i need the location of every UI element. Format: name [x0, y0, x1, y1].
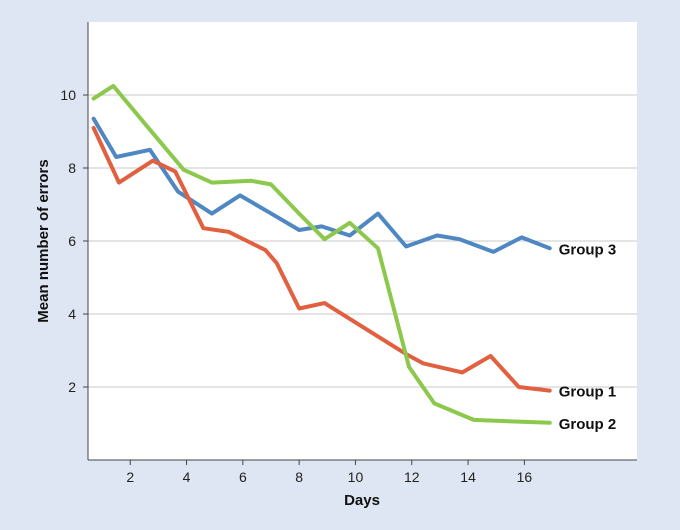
y-tick-label: 4 [68, 306, 76, 322]
x-tick-label: 8 [295, 469, 303, 485]
series-label-group-1: Group 1 [559, 384, 617, 401]
series-label-group-2: Group 2 [559, 416, 617, 433]
x-tick-label: 16 [517, 469, 533, 485]
y-tick-label: 8 [68, 160, 76, 176]
x-tick-label: 14 [460, 469, 476, 485]
x-tick-labels: 2 4 6 8 10 12 14 16 [126, 469, 532, 485]
series-lines [91, 83, 552, 425]
y-tick-label: 2 [68, 379, 76, 395]
x-axis-title: Days [344, 492, 380, 509]
y-tick-label: 10 [60, 87, 76, 103]
series-label-group-3: Group 3 [559, 241, 617, 258]
series-line-group-1 [91, 125, 552, 393]
y-axis-title: Mean number of errors [35, 159, 52, 322]
x-tick-label: 12 [404, 469, 420, 485]
x-tick-label: 2 [126, 469, 134, 485]
y-tick-labels: 2 4 6 8 10 [60, 87, 76, 395]
x-tick-label: 4 [183, 469, 191, 485]
series-labels: Group 3 Group 1 Group 2 [559, 241, 617, 432]
axes [87, 22, 637, 461]
series-line-group-3 [91, 116, 552, 254]
x-tick-label: 10 [348, 469, 364, 485]
series-line-group-2 [91, 83, 552, 425]
grid-lines [83, 94, 637, 465]
y-tick-label: 6 [68, 233, 76, 249]
x-tick-label: 6 [239, 469, 247, 485]
